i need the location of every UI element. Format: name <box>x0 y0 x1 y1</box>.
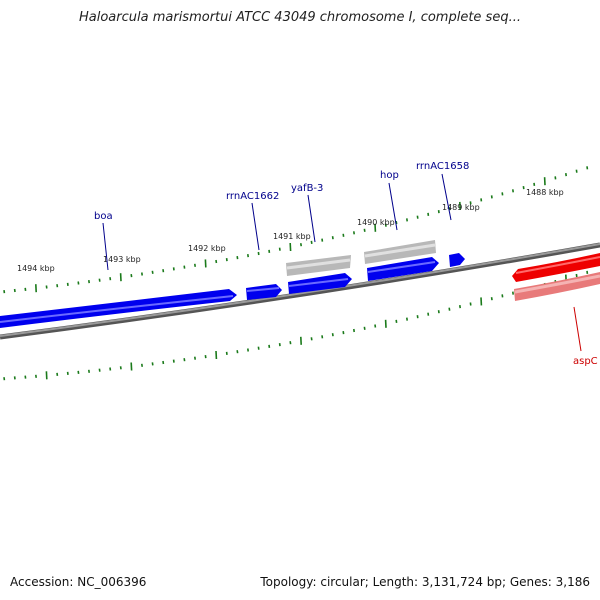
genome-summary: Topology: circular; Length: 3,131,724 bp… <box>260 575 590 589</box>
label-rrnAC1658[interactable]: rrnAC1658 <box>416 161 469 172</box>
outer-scale-track <box>3 166 589 294</box>
gene-yafB-3[interactable] <box>286 255 351 276</box>
gene-aspC-rna[interactable] <box>514 272 600 301</box>
leader-rrnAC1662 <box>251 202 260 251</box>
label-hop[interactable]: hop <box>380 170 399 181</box>
tick-label-1489: 1489 kbp <box>442 203 480 212</box>
gene-hop[interactable] <box>364 240 436 264</box>
gene-aspC[interactable] <box>512 253 600 282</box>
leader-hop <box>388 182 398 231</box>
tick-label-1493: 1493 kbp <box>103 255 141 264</box>
gene-hop-cds[interactable] <box>367 257 439 281</box>
leader-aspC <box>573 306 582 352</box>
gene-rrnAC1658[interactable] <box>449 253 465 267</box>
gene-boa[interactable] <box>0 289 237 328</box>
gene-yafB-3-cds[interactable] <box>288 273 352 294</box>
gene-rrnAC1662[interactable] <box>246 284 282 300</box>
tick-label-1488: 1488 kbp <box>526 188 564 197</box>
leader-yafB-3 <box>307 194 316 243</box>
tick-label-1491: 1491 kbp <box>273 232 311 241</box>
label-boa[interactable]: boa <box>94 211 113 222</box>
label-aspC[interactable]: aspC <box>573 356 598 367</box>
leader-boa <box>102 222 109 271</box>
label-yafB-3[interactable]: yafB-3 <box>291 183 323 194</box>
inner-scale-track <box>3 270 589 381</box>
map-title: Haloarcula marismortui ATCC 43049 chromo… <box>79 10 521 25</box>
tick-label-1492: 1492 kbp <box>188 244 226 253</box>
accession-text: Accession: NC_006396 <box>10 575 147 589</box>
tick-label-1494: 1494 kbp <box>17 264 55 273</box>
tick-label-1490: 1490 kbp <box>357 218 395 227</box>
label-rrnAC1662[interactable]: rrnAC1662 <box>226 191 279 202</box>
leader-rrnAC1658 <box>441 173 452 221</box>
backbone-highlight <box>0 243 600 337</box>
